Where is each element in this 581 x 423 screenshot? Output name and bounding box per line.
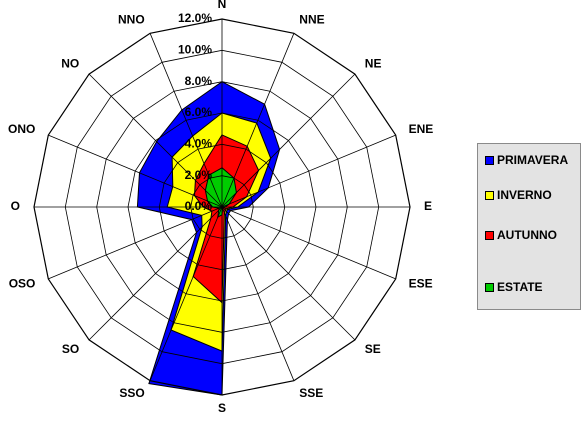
direction-label-oso: OSO xyxy=(9,276,36,290)
tick-label: 6.0% xyxy=(185,105,213,119)
direction-label-sse: SSE xyxy=(299,386,323,400)
tick-label: 4.0% xyxy=(185,136,213,150)
series-layer xyxy=(136,81,281,396)
legend-label-estate: ESTATE xyxy=(497,280,543,294)
legend: PRIMAVERA INVERNO AUTUNNO ESTATE xyxy=(477,143,581,310)
tick-labels: 0.0% 2.0% 4.0% 6.0% 8.0% 10.0% 12.0% xyxy=(178,11,212,213)
grid-spoke xyxy=(48,206,223,280)
direction-label-o: O xyxy=(11,199,20,213)
grid-spoke xyxy=(221,73,356,208)
direction-label-sso: SSO xyxy=(119,386,144,400)
grid-spoke xyxy=(88,206,223,341)
grid-spoke xyxy=(48,134,223,208)
legend-item-estate: ESTATE xyxy=(485,280,543,294)
legend-label-inverno: INVERNO xyxy=(497,188,552,202)
grid-spoke xyxy=(221,206,396,280)
direction-label-e: E xyxy=(424,199,432,213)
direction-label-ne: NE xyxy=(365,56,382,70)
radar-chart: 0.0% 2.0% 4.0% 6.0% 8.0% 10.0% 12.0% N NNE NE ENE… xyxy=(8,0,433,415)
direction-label-ene: ENE xyxy=(409,122,434,136)
grid-spoke xyxy=(149,206,223,381)
direction-label-so: SO xyxy=(62,342,79,356)
grid-layer xyxy=(33,18,411,396)
grid-spoke xyxy=(221,33,295,208)
tick-label: 0.0% xyxy=(185,199,213,213)
legend-swatch-primavera xyxy=(485,155,494,165)
direction-label-ono: ONO xyxy=(8,122,35,136)
legend-item-inverno: INVERNO xyxy=(485,188,552,202)
direction-label-se: SE xyxy=(365,342,381,356)
direction-labels: N NNE NE ENE E ESE SE SSE S SSO SO OSO O ONO NO NNO xyxy=(8,0,433,415)
grid-spoke xyxy=(221,206,356,341)
legend-label-primavera: PRIMAVERA xyxy=(497,153,569,167)
grid-spoke xyxy=(221,206,295,381)
direction-label-n: N xyxy=(218,0,227,11)
direction-label-nno: NNO xyxy=(118,13,145,27)
legend-swatch-estate xyxy=(485,282,494,292)
tick-label: 10.0% xyxy=(178,42,212,56)
grid-spoke xyxy=(221,134,396,208)
legend-label-autunno: AUTUNNO xyxy=(497,228,557,242)
tick-label: 12.0% xyxy=(178,11,212,25)
legend-item-autunno: AUTUNNO xyxy=(485,228,557,242)
tick-label: 8.0% xyxy=(185,74,213,88)
grid-spoke xyxy=(88,73,223,208)
legend-swatch-inverno xyxy=(485,190,494,200)
grid-spoke xyxy=(149,33,223,208)
direction-label-s: S xyxy=(218,401,226,415)
legend-item-primavera: PRIMAVERA xyxy=(485,153,568,167)
tick-label: 2.0% xyxy=(185,168,213,182)
legend-swatch-autunno xyxy=(485,230,494,240)
direction-label-nne: NNE xyxy=(299,13,324,27)
direction-label-ese: ESE xyxy=(409,276,433,290)
direction-label-no: NO xyxy=(61,56,79,70)
